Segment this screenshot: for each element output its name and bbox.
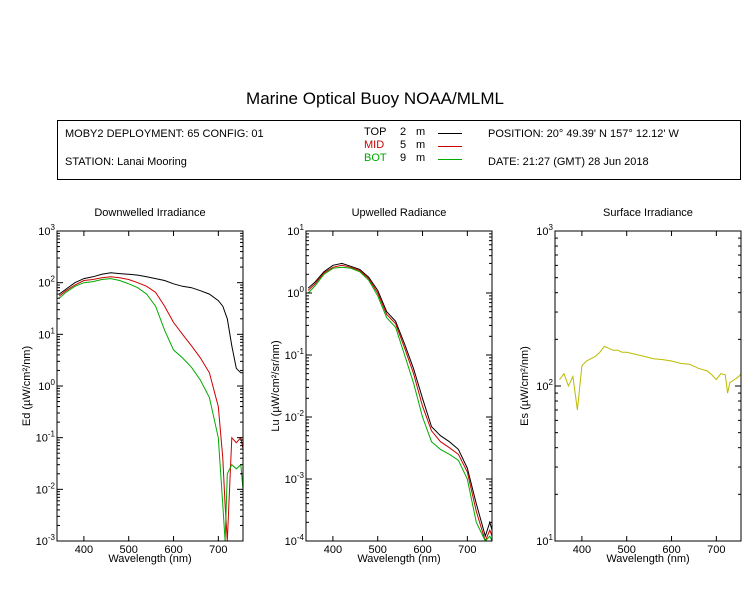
x-axis-label: Wavelength (nm) bbox=[108, 553, 191, 565]
station-label: STATION: Lanai Mooring bbox=[65, 156, 187, 168]
y-tick-label: 101 bbox=[287, 223, 304, 238]
legend-line bbox=[438, 146, 462, 147]
legend-depth: 9 bbox=[400, 152, 407, 164]
position-label: POSITION: 20° 49.39' N 157° 12.12' W bbox=[488, 128, 679, 140]
y-tick-label: 103 bbox=[536, 223, 553, 238]
x-tick-label: 500 bbox=[618, 544, 636, 556]
y-tick-label: 101 bbox=[38, 326, 55, 341]
y-axis-label: Ed (µW/cm²/nm) bbox=[21, 346, 33, 426]
y-tick-label: 100 bbox=[287, 285, 304, 300]
y-tick-label: 10-2 bbox=[36, 481, 56, 496]
legend-name: BOT bbox=[364, 152, 387, 164]
y-tick-label: 10-3 bbox=[36, 533, 56, 548]
x-tick-label: 600 bbox=[662, 544, 680, 556]
plot-frame bbox=[554, 230, 742, 542]
legend-line bbox=[438, 159, 462, 160]
x-axis-label: Wavelength (nm) bbox=[357, 553, 440, 565]
y-tick-label: 102 bbox=[38, 275, 55, 290]
chart-panel: Upwelled Radiance 400 500 600 700 10-4 10-3 10-… bbox=[270, 207, 493, 565]
x-tick-label: 600 bbox=[413, 544, 431, 556]
plot-frame bbox=[305, 230, 493, 542]
x-tick-label: 400 bbox=[324, 544, 342, 556]
chart-panel: Surface Irradiance 400 500 600 700 101 102 103 W… bbox=[519, 207, 742, 565]
series-line-bot bbox=[307, 266, 492, 541]
legend-name: TOP bbox=[364, 126, 387, 138]
panel-title: Downwelled Irradiance bbox=[94, 207, 205, 219]
main-title: Marine Optical Buoy NOAA/MLML bbox=[246, 89, 504, 108]
y-tick-label: 101 bbox=[536, 533, 553, 548]
y-tick-label: 102 bbox=[536, 378, 553, 393]
info-box: MOBY2 DEPLOYMENT: 65 CONFIG: 01 STATION:… bbox=[57, 120, 741, 180]
x-tick-label: 500 bbox=[120, 544, 138, 556]
legend-unit: m bbox=[416, 139, 426, 151]
legend-name: MID bbox=[364, 139, 385, 151]
legend-unit: m bbox=[416, 126, 426, 138]
y-tick-label: 103 bbox=[38, 223, 55, 238]
y-tick-label: 100 bbox=[38, 378, 55, 393]
legend-unit: m bbox=[416, 152, 426, 164]
series-line-mid bbox=[58, 276, 243, 541]
x-tick-label: 600 bbox=[164, 544, 182, 556]
legend-depth: 2 bbox=[400, 126, 407, 138]
panel-title: Surface Irradiance bbox=[603, 207, 693, 219]
y-tick-label: 10-2 bbox=[285, 409, 305, 424]
x-axis-label: Wavelength (nm) bbox=[606, 553, 689, 565]
legend-entry-top: TOP 2 m bbox=[364, 126, 474, 139]
panel-title: Upwelled Radiance bbox=[352, 207, 447, 219]
series-line-surface bbox=[559, 345, 741, 411]
series-line-bot bbox=[58, 278, 243, 541]
x-tick-label: 700 bbox=[458, 544, 476, 556]
legend-line bbox=[438, 133, 462, 134]
series-line-top bbox=[58, 272, 243, 374]
chart-panel: Downwelled Irradiance 400 500 600 700 10-3 10-… bbox=[21, 207, 244, 565]
legend-entry-bot: BOT 9 m bbox=[364, 152, 474, 165]
x-tick-label: 700 bbox=[209, 544, 227, 556]
y-tick-label: 10-4 bbox=[285, 533, 305, 548]
y-axis-label: Es (µW/cm²/nm) bbox=[519, 346, 531, 426]
x-tick-label: 700 bbox=[707, 544, 725, 556]
x-tick-label: 500 bbox=[369, 544, 387, 556]
series-line-mid bbox=[307, 264, 492, 541]
x-tick-label: 400 bbox=[75, 544, 93, 556]
legend-depth: 5 bbox=[400, 139, 407, 151]
y-axis-label: Lu (µW/cm²/sr/nm) bbox=[270, 340, 282, 431]
y-tick-label: 10-1 bbox=[36, 430, 56, 445]
date-label: DATE: 21:27 (GMT) 28 Jun 2018 bbox=[488, 156, 649, 168]
series-line-top bbox=[307, 262, 492, 538]
legend-entry-mid: MID 5 m bbox=[364, 139, 474, 152]
deployment-label: MOBY2 DEPLOYMENT: 65 CONFIG: 01 bbox=[65, 128, 264, 140]
y-tick-label: 10-1 bbox=[285, 347, 305, 362]
x-tick-label: 400 bbox=[573, 544, 591, 556]
y-tick-label: 10-3 bbox=[285, 471, 305, 486]
